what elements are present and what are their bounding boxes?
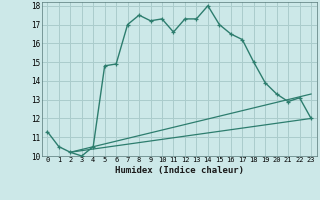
X-axis label: Humidex (Indice chaleur): Humidex (Indice chaleur): [115, 166, 244, 175]
